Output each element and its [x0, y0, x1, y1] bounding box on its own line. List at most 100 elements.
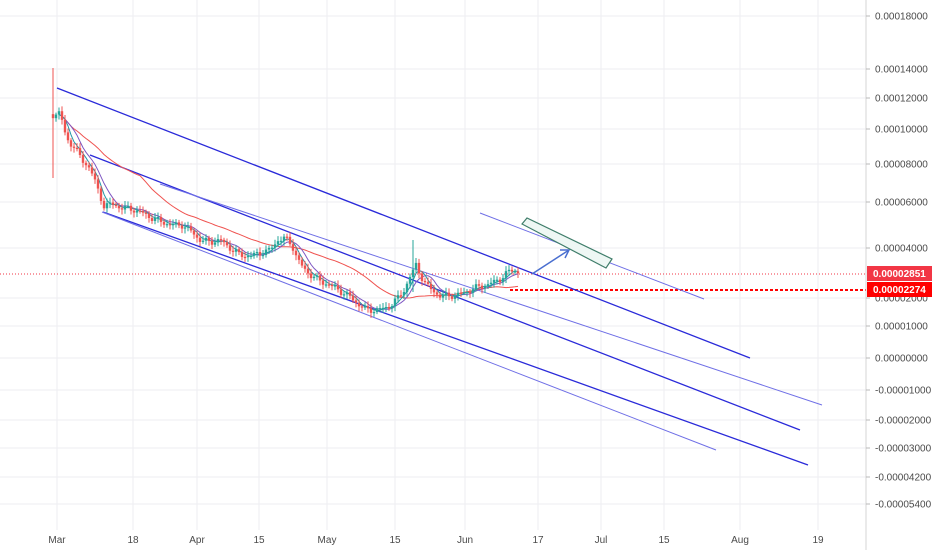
candle: [219, 235, 223, 245]
candle-body: [354, 300, 358, 303]
candle: [381, 303, 385, 314]
y-tick-label: 0.00002000: [875, 294, 928, 305]
candle: [78, 143, 82, 158]
channel-lines[interactable]: [56, 87, 823, 466]
candle: [240, 248, 244, 261]
candle-body: [393, 298, 397, 307]
candle: [231, 245, 235, 257]
candle-body: [141, 211, 145, 213]
candle: [363, 302, 367, 310]
candle: [255, 248, 259, 258]
candle: [75, 143, 79, 152]
last-price-label: 0.00002851: [873, 269, 926, 280]
candle: [195, 230, 199, 243]
candle-body: [285, 236, 289, 238]
candle-body: [447, 292, 451, 297]
candle: [111, 198, 115, 209]
candle: [372, 308, 376, 317]
candle-body: [483, 286, 487, 289]
candle-body: [456, 292, 460, 296]
candle-body: [57, 111, 61, 115]
candle-body: [465, 292, 469, 294]
candle-body: [369, 308, 373, 313]
candle-body: [129, 205, 133, 211]
candle: [411, 240, 415, 292]
candle: [351, 290, 355, 304]
candle: [450, 293, 454, 302]
time-axis[interactable]: Mar 18 Apr 15 May 15 Jun 17 Jul 15 Aug 19: [48, 535, 824, 546]
candle: [72, 143, 76, 153]
candle-body: [171, 224, 175, 226]
candle-body: [168, 224, 172, 226]
candle: [426, 277, 430, 287]
candle-body: [267, 247, 271, 250]
candle-body: [66, 132, 70, 141]
candle-body: [375, 308, 379, 313]
candle: [90, 162, 94, 177]
candle-body: [339, 289, 343, 295]
ref-price-label: 0.00002274: [873, 285, 926, 296]
candle: [435, 289, 439, 299]
candle: [432, 284, 436, 298]
candle: [480, 282, 484, 294]
candle: [396, 290, 400, 304]
target-zone-box: [521, 217, 613, 269]
candle-body: [108, 202, 112, 204]
candle: [306, 263, 310, 279]
candle-body: [318, 275, 322, 281]
candle: [324, 279, 328, 288]
candle-body: [444, 292, 448, 295]
candle: [81, 151, 85, 168]
candle: [141, 206, 145, 217]
candle-body: [96, 179, 100, 189]
candle-body: [123, 206, 127, 210]
candle: [291, 239, 295, 255]
candle: [471, 284, 475, 298]
candle-body: [336, 285, 340, 290]
candle-body: [60, 111, 64, 120]
y-tick-label: 0.00008000: [875, 160, 928, 171]
candle-body: [246, 256, 250, 258]
candle-body: [120, 208, 124, 210]
candle-body: [105, 203, 109, 209]
candle-body: [150, 218, 154, 221]
candle-body: [396, 295, 400, 299]
price-axis[interactable]: 0.00018000 0.00014000 0.00012000 0.00010000…: [866, 12, 932, 511]
candle-body: [384, 307, 388, 309]
candle-body: [387, 307, 391, 309]
candle: [156, 212, 160, 223]
x-tick-label: 15: [389, 535, 401, 546]
y-tick-label: 0.00004000: [875, 244, 928, 255]
y-tick-label: 0.00010000: [875, 125, 928, 136]
candle: [267, 245, 271, 255]
candle-body: [435, 292, 439, 295]
candle-body: [114, 204, 118, 207]
candle: [495, 276, 499, 285]
candle: [243, 252, 247, 262]
candle-body: [78, 148, 82, 156]
candle: [429, 278, 433, 294]
ma-mid-line: [58, 114, 519, 310]
candle-body: [51, 114, 55, 119]
candle: [54, 112, 58, 122]
candle-body: [492, 279, 496, 283]
candle: [375, 306, 379, 315]
candle-body: [363, 306, 367, 308]
candle-body: [309, 273, 313, 279]
annotations[interactable]: [521, 217, 613, 275]
chart-grid: [0, 0, 866, 530]
candle-body: [84, 162, 88, 166]
candle-body: [198, 237, 202, 242]
candle-body: [99, 188, 103, 201]
x-tick-label: 18: [127, 535, 139, 546]
candle-body: [408, 276, 412, 284]
candle: [477, 279, 481, 290]
candle: [297, 252, 301, 265]
price-lines: [0, 273, 866, 291]
y-tick-label: -0.00002000: [875, 416, 932, 427]
y-tick-label: 0.00006000: [875, 198, 928, 209]
candle: [57, 107, 61, 120]
candle-body: [189, 226, 193, 231]
candle: [87, 161, 91, 171]
